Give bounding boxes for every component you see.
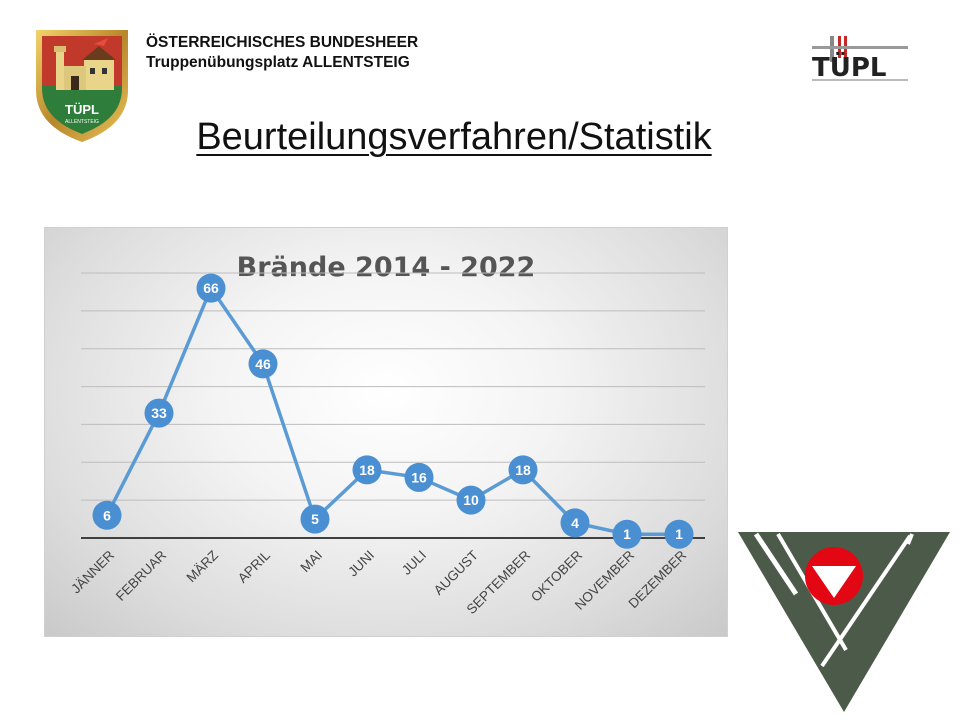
chart-gridlines <box>81 272 705 539</box>
data-point: 6 <box>92 500 122 530</box>
data-point: 10 <box>456 485 486 515</box>
truppenuebungsplatz-crest-icon: TÜPL ALLENTSTEIG <box>36 30 128 142</box>
crest-text: TÜPL <box>65 102 99 117</box>
x-tick-label: JÄNNER <box>68 547 117 596</box>
data-point-marker <box>196 273 226 303</box>
data-label: 4 <box>571 515 579 531</box>
chart-title: Brände 2014 - 2022 <box>237 252 536 283</box>
data-point: 46 <box>248 349 278 379</box>
series-line <box>105 286 679 536</box>
data-label: 1 <box>675 526 683 542</box>
bundesheer-emblem-icon <box>738 532 950 712</box>
data-point-marker <box>352 455 382 485</box>
data-label: 18 <box>515 462 531 478</box>
x-tick-label: MÄRZ <box>183 548 221 586</box>
data-label: 6 <box>103 507 111 523</box>
data-label: 18 <box>359 462 375 478</box>
organization-name: ÖSTERREICHISCHES BUNDESHEER <box>146 34 419 51</box>
data-point: 5 <box>300 504 330 534</box>
chart-canvas: Brände 2014 - 2022 6 33 66 46 5 18 16 10 18 4 1 1 J… <box>68 252 705 617</box>
fires-line-chart: Brände 2014 - 2022 6 33 66 46 5 18 16 10 18 4 1 1 J… <box>44 227 728 637</box>
data-label: 46 <box>255 356 271 372</box>
x-tick-label: JUNI <box>345 548 377 580</box>
data-label: 1 <box>623 526 631 542</box>
data-point-marker <box>92 500 122 530</box>
x-tick-label: APRIL <box>235 547 274 586</box>
data-point-marker <box>144 398 174 428</box>
data-label: 66 <box>203 280 219 296</box>
data-point: 1 <box>664 519 694 549</box>
data-point-marker <box>560 508 590 538</box>
tupl-logo-text: TÜPL <box>812 50 886 83</box>
data-point: 66 <box>196 273 226 303</box>
data-point: 33 <box>144 398 174 428</box>
data-point-marker <box>664 519 694 549</box>
data-point-marker <box>300 504 330 534</box>
chart-series-line <box>105 286 679 536</box>
data-point-marker <box>248 349 278 379</box>
data-label: 5 <box>311 511 319 527</box>
data-point: 18 <box>352 455 382 485</box>
data-point: 18 <box>508 455 538 485</box>
x-tick-label: FEBRUAR <box>113 547 169 603</box>
x-tick-label: JULI <box>399 548 429 578</box>
chart-data-points: 6 33 66 46 5 18 16 10 18 4 1 1 <box>92 273 694 549</box>
tupl-logo-icon: TÜPL <box>812 36 908 83</box>
data-point-marker <box>404 462 434 492</box>
data-label: 33 <box>151 405 167 421</box>
data-point-marker <box>508 455 538 485</box>
data-label: 10 <box>463 492 479 508</box>
data-point: 4 <box>560 508 590 538</box>
organization-header: ÖSTERREICHISCHES BUNDESHEER Truppenübung… <box>146 33 418 73</box>
x-tick-label: MAI <box>298 548 326 576</box>
data-point-marker <box>612 519 642 549</box>
data-label: 16 <box>411 469 427 485</box>
crest-subtext: ALLENTSTEIG <box>65 119 99 125</box>
data-point: 16 <box>404 462 434 492</box>
x-tick-label: AUGUST <box>431 548 481 598</box>
data-point-marker <box>456 485 486 515</box>
data-point: 1 <box>612 519 642 549</box>
organization-unit: Truppenübungsplatz ALLENTSTEIG <box>146 54 410 71</box>
page-title: Beurteilungsverfahren/Statistik <box>196 116 712 158</box>
